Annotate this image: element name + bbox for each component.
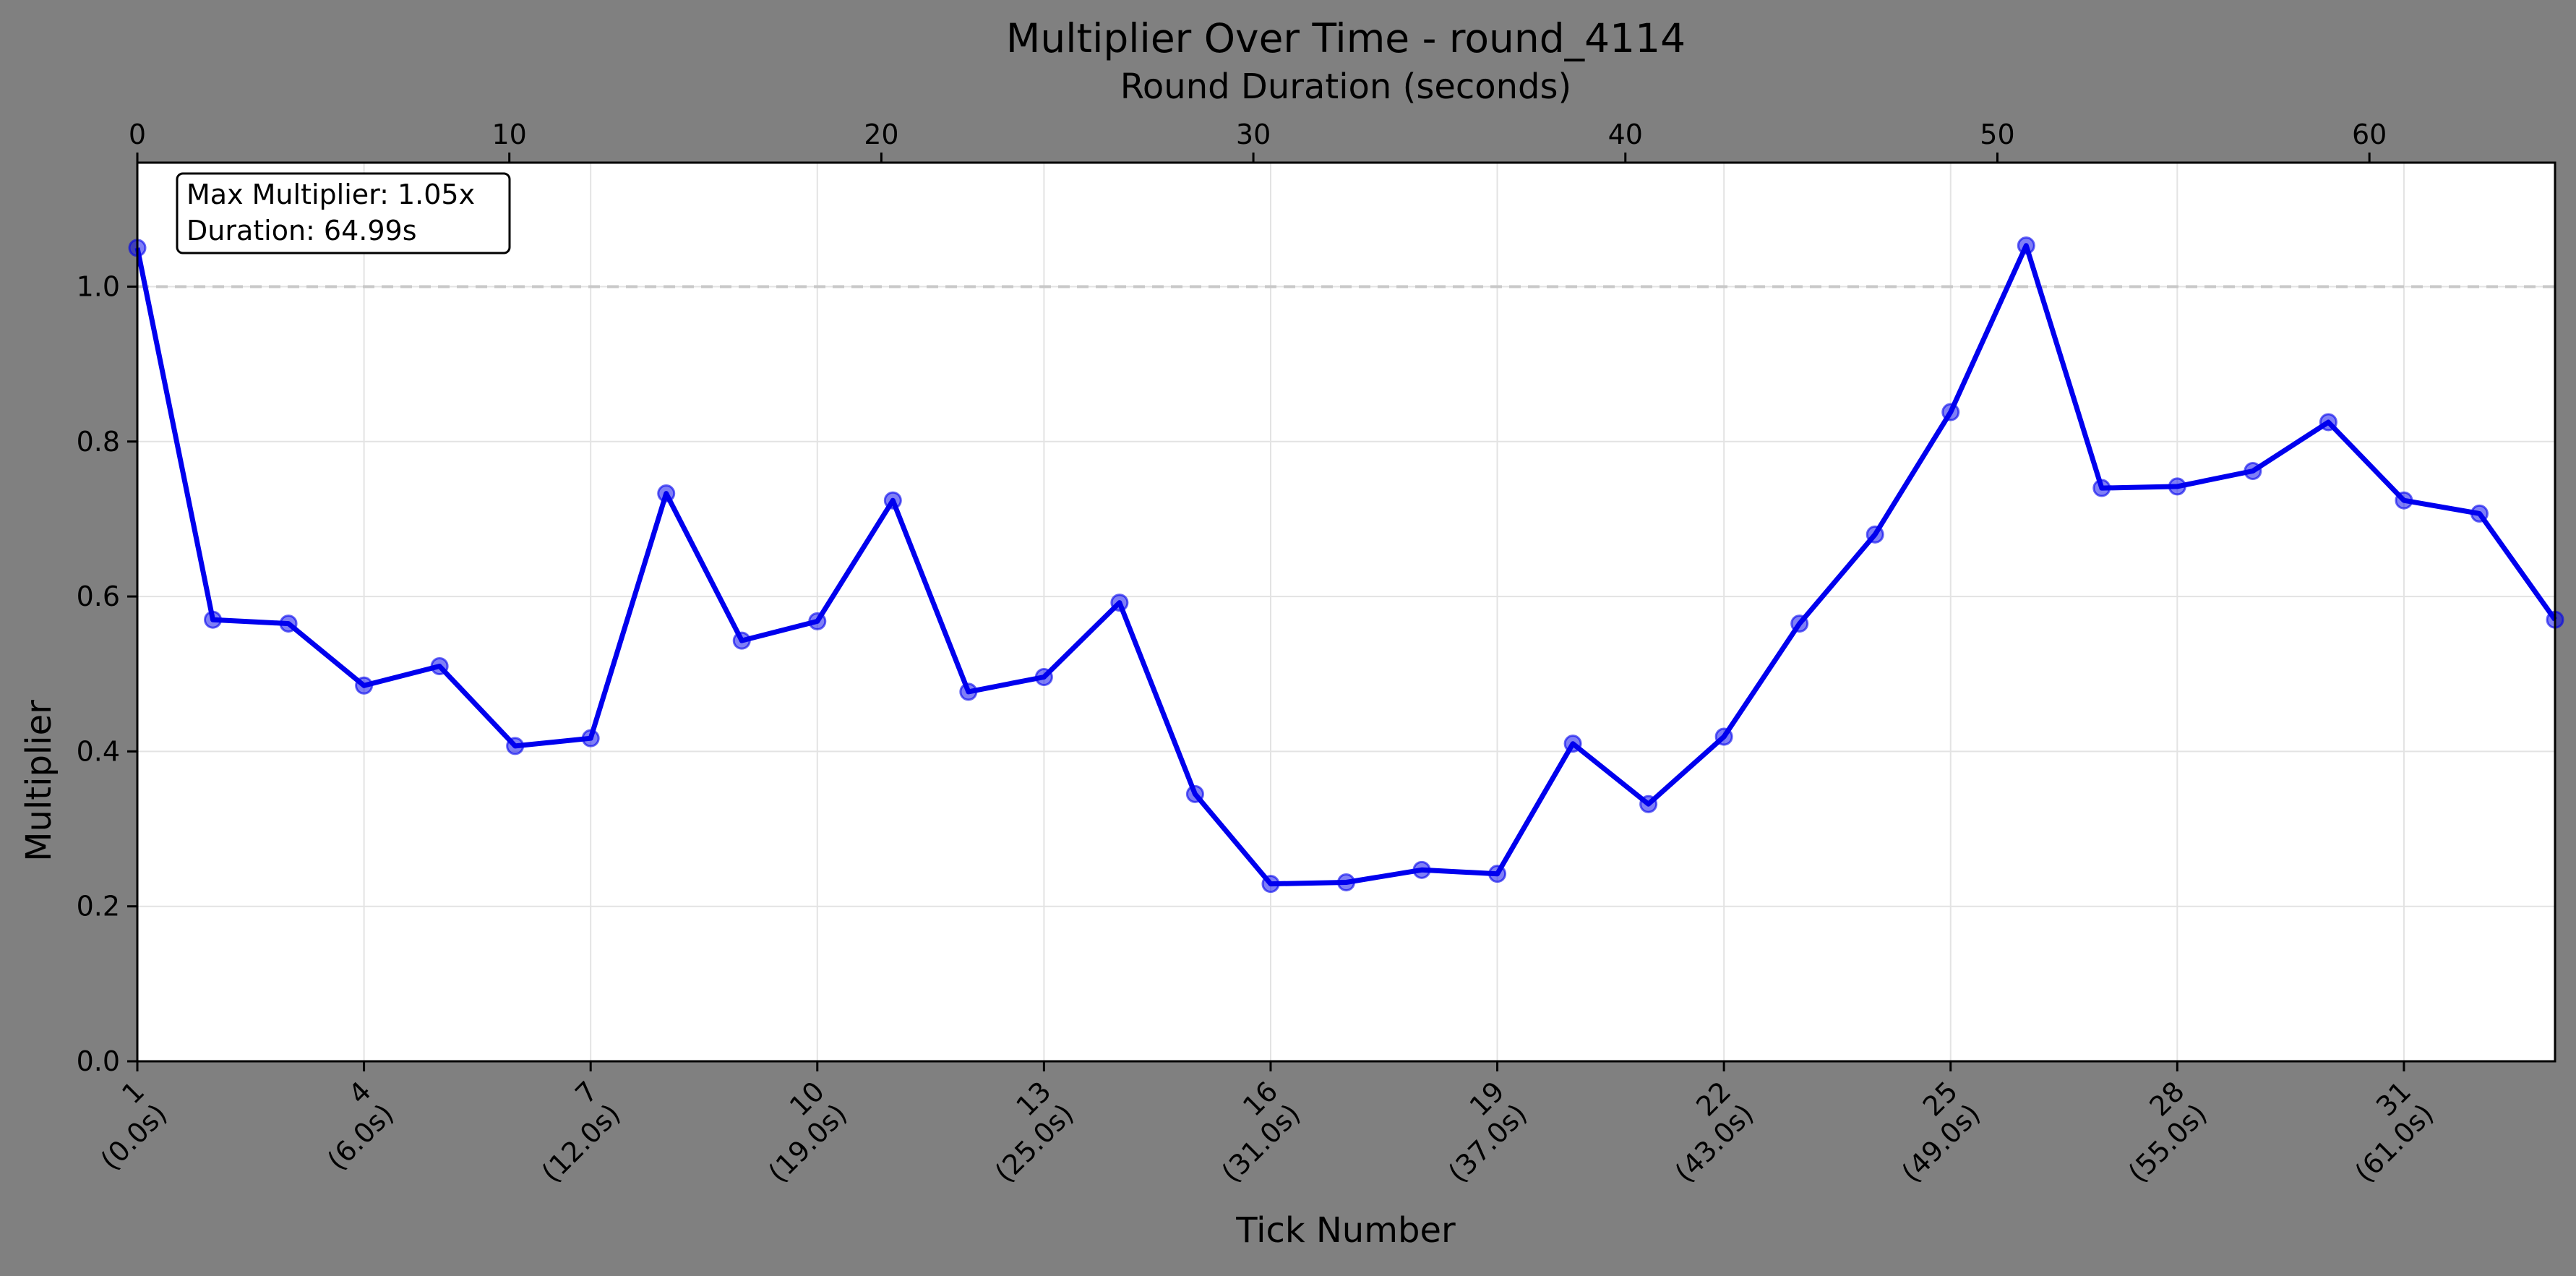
plot-area [137, 163, 2555, 1061]
annotation-duration: Duration: 64.99s [186, 215, 417, 247]
top-tick-label: 0 [129, 119, 146, 150]
top-tick-label: 10 [492, 119, 527, 150]
x-tick-label: 1(0.0s) [72, 1075, 173, 1176]
top-tick-label: 40 [1608, 119, 1643, 150]
data-point [355, 676, 374, 695]
data-point [732, 631, 751, 650]
data-point [1185, 784, 1204, 803]
y-tick-label: 0.8 [77, 426, 120, 458]
top-tick-label: 30 [1236, 119, 1271, 150]
y-axis-label: Multiplier [19, 700, 59, 862]
x-axis-label: Tick Number [1235, 1210, 1456, 1251]
data-point [1034, 668, 1053, 687]
data-point [506, 737, 525, 755]
y-tick-label: 0.4 [77, 735, 120, 767]
x-tick-label: 25(49.0s) [1873, 1075, 1986, 1189]
x-tick-label: 7(12.0s) [513, 1075, 627, 1189]
data-point [1488, 865, 1507, 883]
x-axis-ticks: 1(0.0s) 4(6.0s) 7(12.0s) 10(19.0s) 13(25.0s)… [72, 1061, 2439, 1189]
data-point [581, 729, 600, 748]
top-axis-label: Round Duration (seconds) [1120, 67, 1572, 107]
data-point [1412, 860, 1431, 879]
x-tick-label: 31(61.0s) [2326, 1075, 2439, 1189]
x-tick-label: 19(37.0s) [1420, 1075, 1533, 1189]
y-tick-label: 0.0 [77, 1045, 120, 1077]
data-point [2092, 479, 2111, 497]
data-point [657, 484, 676, 503]
x-tick-label: 16(31.0s) [1193, 1075, 1306, 1189]
chart-title: Multiplier Over Time - round_4114 [1006, 15, 1686, 61]
plot-frame [136, 161, 2556, 1063]
top-axis-ticks: 0 10 20 30 40 50 60 [129, 119, 2387, 163]
y-axis-ticks: 0.0 0.2 0.4 0.6 0.8 1.0 [77, 270, 137, 1077]
x-tick-label: 4(6.0s) [299, 1075, 400, 1176]
x-tick-time: (12.0s) [536, 1097, 627, 1189]
data-point [2395, 491, 2413, 510]
data-point [1790, 615, 1809, 633]
top-tick-label: 20 [864, 119, 898, 150]
data-point [808, 612, 827, 630]
data-points [128, 236, 2564, 894]
annotation-box: Max Multiplier: 1.05x Duration: 64.99s [176, 172, 511, 254]
data-point [883, 491, 902, 510]
data-point [959, 682, 978, 701]
data-point [430, 657, 449, 676]
data-point [2168, 477, 2186, 496]
x-tick-time: (6.0s) [321, 1097, 400, 1176]
data-point [1563, 735, 1582, 753]
y-tick-label: 0.6 [77, 581, 120, 612]
x-tick-label: 22(43.0s) [1647, 1075, 1760, 1189]
y-tick-label: 0.2 [77, 891, 120, 922]
data-point [1866, 525, 1884, 544]
top-tick-label: 50 [1980, 119, 2014, 150]
data-point [1110, 594, 1129, 612]
data-point [2319, 413, 2337, 432]
data-point [1337, 873, 1355, 891]
data-point [1714, 727, 1733, 746]
x-tick-label: 13(25.0s) [966, 1075, 1080, 1189]
data-point [2017, 236, 2035, 255]
x-tick-time: (0.0s) [95, 1097, 173, 1176]
data-point [2244, 461, 2262, 480]
data-point [1639, 795, 1658, 813]
data-point [1941, 403, 1960, 421]
annotation-max-multiplier: Max Multiplier: 1.05x [186, 179, 475, 210]
top-tick-label: 60 [2352, 119, 2387, 150]
y-tick-label: 1.0 [77, 270, 120, 302]
data-point [204, 610, 223, 629]
x-tick-label: 28(55.0s) [2100, 1075, 2213, 1189]
data-point [2470, 504, 2489, 523]
x-tick-label: 10(19.0s) [739, 1075, 853, 1189]
data-point [279, 615, 298, 633]
data-point [1261, 875, 1280, 894]
